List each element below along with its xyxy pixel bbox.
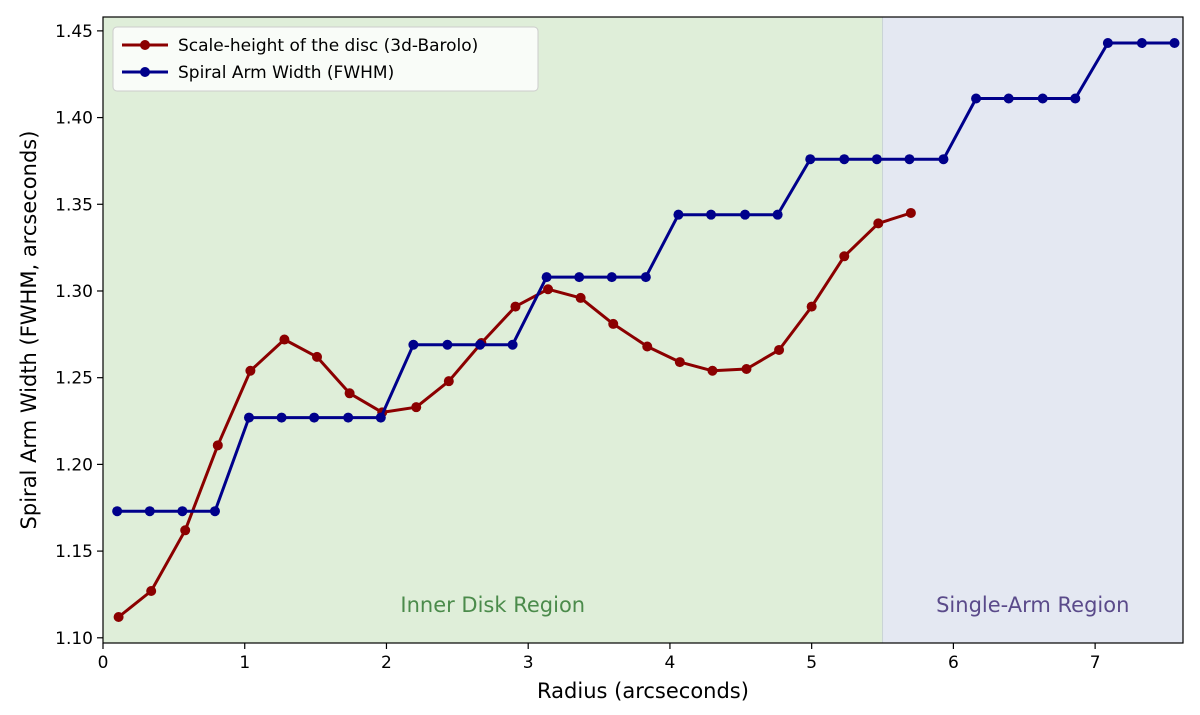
region-label: Single-Arm Region: [936, 593, 1129, 617]
data-point: [839, 154, 850, 165]
region-label: Inner Disk Region: [400, 593, 585, 617]
legend: Scale-height of the disc (3d-Barolo) Spir…: [112, 26, 539, 92]
data-point: [1169, 38, 1180, 49]
data-point: [674, 357, 685, 368]
data-point: [774, 344, 785, 355]
data-point: [279, 334, 290, 345]
data-point: [772, 209, 783, 220]
y-tick-label: 1.45: [55, 22, 93, 42]
data-point: [144, 506, 155, 517]
data-point: [871, 154, 882, 165]
data-point: [938, 154, 949, 165]
data-point: [905, 207, 916, 218]
y-tick-label: 1.35: [55, 195, 93, 215]
data-point: [411, 402, 422, 413]
data-point: [1102, 38, 1113, 49]
data-point: [510, 301, 521, 312]
data-point: [1136, 38, 1147, 49]
data-point: [1037, 93, 1048, 104]
x-tick-label: 2: [381, 653, 392, 673]
x-tick-label: 7: [1090, 653, 1101, 673]
data-point: [1070, 93, 1081, 104]
data-point: [243, 412, 254, 423]
data-point: [344, 388, 355, 399]
data-point: [408, 339, 419, 350]
legend-marker: [140, 67, 150, 77]
data-point: [209, 506, 220, 517]
data-point: [839, 251, 850, 262]
data-point: [805, 154, 816, 165]
data-point: [740, 209, 751, 220]
y-tick-label: 1.20: [55, 455, 93, 475]
plot-frame: [102, 16, 1184, 644]
region-band: [882, 17, 1183, 643]
y-tick-label: 1.30: [55, 282, 93, 302]
x-tick-label: 3: [523, 653, 534, 673]
legend-label: Scale-height of the disc (3d-Barolo): [178, 36, 478, 56]
data-point: [212, 440, 223, 451]
legend-label: Spiral Arm Width (FWHM): [178, 63, 394, 83]
data-point: [442, 339, 453, 350]
y-axis-label: Spiral Arm Width (FWHM, arcseconds): [17, 131, 41, 530]
data-point: [475, 339, 486, 350]
x-tick-label: 5: [806, 653, 817, 673]
data-point: [113, 611, 124, 622]
y-tick-label: 1.25: [55, 369, 93, 389]
data-point: [180, 525, 191, 536]
legend-marker: [140, 40, 150, 50]
data-point: [642, 341, 653, 352]
data-point: [177, 506, 188, 517]
y-tick-label: 1.15: [55, 542, 93, 562]
x-tick-label: 6: [948, 653, 959, 673]
y-tick-label: 1.40: [55, 109, 93, 129]
data-point: [707, 365, 718, 376]
axes-layer: 0 1 2 3 4 5 6 7 1.10 1.15 1.20 1.25 1.30 1.35 1.40 1.45…: [17, 16, 1184, 703]
data-point: [343, 412, 354, 423]
x-tick-label: 1: [239, 653, 250, 673]
data-point: [706, 209, 717, 220]
data-point: [309, 412, 320, 423]
regions-layer: Inner Disk Region Single-Arm Region: [103, 17, 1183, 643]
data-point: [606, 272, 617, 283]
data-point: [375, 412, 386, 423]
x-tick-label: 4: [665, 653, 676, 673]
data-point: [673, 209, 684, 220]
data-point: [312, 351, 323, 362]
data-point: [541, 272, 552, 283]
data-point: [245, 365, 256, 376]
series-layer: [112, 38, 1180, 622]
data-point: [741, 364, 752, 375]
data-point: [1003, 93, 1014, 104]
data-point: [806, 301, 817, 312]
data-point: [608, 318, 619, 329]
data-point: [971, 93, 982, 104]
data-point: [146, 585, 157, 596]
data-point: [575, 292, 586, 303]
data-point: [543, 284, 554, 295]
data-point: [443, 376, 454, 387]
data-point: [112, 506, 123, 517]
x-axis-label: Radius (arcseconds): [537, 679, 749, 703]
data-point: [904, 154, 915, 165]
data-point: [574, 272, 585, 283]
data-point: [640, 272, 651, 283]
data-point: [507, 339, 518, 350]
x-tick-label: 0: [98, 653, 109, 673]
data-point: [276, 412, 287, 423]
legend-box: [112, 26, 539, 92]
data-point: [873, 218, 884, 229]
y-tick-label: 1.10: [55, 629, 93, 649]
